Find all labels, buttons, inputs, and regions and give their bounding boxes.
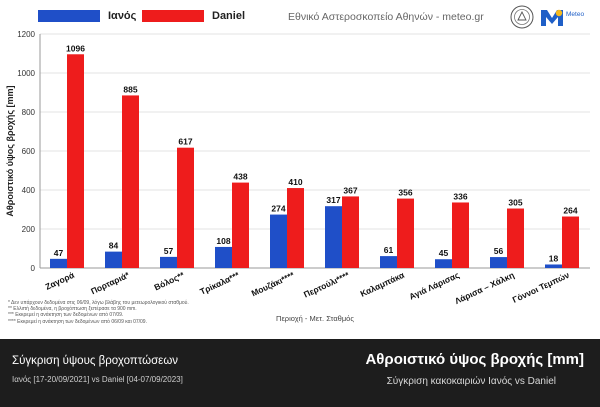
footnote: * Δεν υπάρχουν δεδομένα στις 06/09, λόγω…: [8, 300, 189, 306]
legend-swatch-daniel: [142, 10, 204, 22]
bar-ianos: [50, 258, 67, 268]
comparison-title: Σύγκριση ύψους βροχοπτώσεων: [12, 355, 179, 367]
x-tick-label: Ζαγορά: [44, 269, 77, 291]
legend-label-daniel: Daniel: [212, 10, 246, 22]
data-label-daniel: 305: [508, 198, 522, 208]
bar-daniel: [507, 208, 524, 268]
y-tick-label: 1200: [17, 30, 35, 39]
bar-ianos: [105, 251, 122, 268]
bar-ianos: [160, 256, 177, 268]
bar-daniel: [122, 95, 139, 268]
comparison-periods: Ιανός [17-20/09/2021] vs Daniel [04-07/0…: [12, 375, 183, 384]
data-label-daniel: 367: [343, 185, 357, 195]
x-tick-label: Λάρισα – Χάλκη: [453, 270, 516, 306]
bar-daniel: [452, 202, 469, 268]
chart-main-title: Αθροιστικό ύψος βροχής [mm]: [365, 351, 584, 368]
y-tick-label: 1000: [17, 69, 35, 78]
data-label-ianos: 317: [326, 195, 340, 205]
data-label-ianos: 61: [384, 245, 394, 255]
bar-ianos: [545, 264, 562, 268]
footnote: *** Εκκρεμεί η ανάκτηση των δεδομένων απ…: [8, 312, 124, 319]
bar-daniel: [177, 147, 194, 268]
data-label-daniel: 336: [453, 191, 467, 201]
data-label-daniel: 1096: [66, 43, 85, 53]
bar-ianos: [325, 206, 342, 268]
header-bar: Ιανός Daniel Εθνικό Αστεροσκοπείο Αθηνών…: [0, 0, 600, 34]
data-label-daniel: 356: [398, 188, 412, 198]
x-tick-label: Μουζάκι****: [250, 269, 297, 298]
x-axis-label: Περιοχή - Μετ. Σταθμός: [276, 314, 354, 323]
bar-daniel: [287, 188, 304, 268]
bar-ianos: [435, 259, 452, 268]
meteo-logo-icon: Meteo: [541, 9, 584, 26]
x-tick-label: Πορταριά*: [89, 269, 131, 296]
bar-daniel: [67, 54, 84, 268]
legend-swatch-ianos: [38, 10, 100, 22]
data-label-daniel: 410: [288, 177, 302, 187]
data-label-ianos: 18: [549, 253, 559, 263]
source-text: Εθνικό Αστεροσκοπείο Αθηνών - meteo.gr: [288, 11, 484, 23]
data-label-daniel: 264: [563, 206, 577, 216]
data-label-daniel: 617: [178, 137, 192, 147]
data-label-ianos: 84: [109, 241, 119, 251]
x-tick-label: Τρίκαλα***: [198, 269, 241, 296]
bar-daniel: [342, 196, 359, 268]
bar-daniel: [232, 182, 249, 268]
data-label-ianos: 274: [271, 204, 285, 214]
legend-item-daniel: Daniel: [142, 9, 245, 23]
legend-item-ianos: Ιανός: [38, 9, 136, 23]
footnotes: * Δεν υπάρχουν δεδομένα στις 06/09, λόγω…: [8, 300, 189, 325]
data-label-daniel: 438: [233, 172, 247, 182]
chart-subtitle: Σύγκριση κακοκαιριών Ιανός vs Daniel: [386, 376, 556, 387]
bar-ianos: [215, 246, 232, 268]
y-tick-label: 400: [22, 186, 36, 195]
data-label-ianos: 108: [216, 236, 230, 246]
x-tick-label: Περτούλι****: [302, 269, 351, 299]
data-label-daniel: 885: [123, 84, 137, 94]
data-label-ianos: 56: [494, 246, 504, 256]
meteo-logo-text: Meteo: [566, 11, 584, 18]
bar-ianos: [380, 256, 397, 268]
data-label-ianos: 45: [439, 248, 449, 258]
rainfall-bar-chart: 0 200 400 600 800 1000 1200 Αθροιστικό ύψος βρο…: [5, 30, 590, 323]
footnote: **** Εκκρεμεί η ανάκτηση των δεδομένων α…: [8, 318, 147, 325]
y-tick-label: 0: [31, 264, 36, 273]
bar-daniel: [397, 198, 414, 268]
bar-daniel: [562, 216, 579, 268]
observatory-seal-icon: [510, 5, 534, 29]
y-tick-label: 600: [22, 147, 36, 156]
bar-ianos: [270, 214, 287, 268]
bar-ianos: [490, 257, 507, 268]
bottom-band: Σύγκριση ύψους βροχοπτώσεων Ιανός [17-20…: [0, 339, 600, 407]
y-axis-label: Αθροιστικό ύψος βροχής [mm]: [5, 85, 15, 216]
legend-label-ianos: Ιανός: [108, 10, 137, 22]
y-tick-label: 200: [22, 225, 36, 234]
data-label-ianos: 47: [54, 248, 64, 258]
data-label-ianos: 57: [164, 246, 174, 256]
footnote: ** Ελλιπή δεδομένα, η βροχόπτωση ξεπέρασ…: [8, 306, 137, 313]
x-tick-label: Καλαμπάκα: [359, 269, 407, 298]
x-tick-label: Γόννοι Τεμπών: [511, 270, 571, 305]
x-tick-label: Βόλος**: [152, 269, 186, 292]
y-tick-label: 800: [22, 108, 36, 117]
